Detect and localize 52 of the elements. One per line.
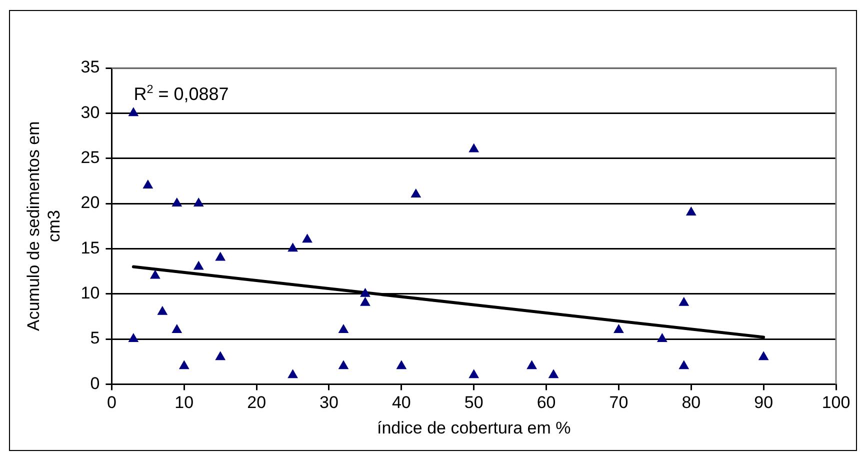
point — [302, 234, 312, 243]
point — [288, 370, 298, 378]
point — [469, 370, 479, 378]
y-tick-label: 0 — [90, 374, 100, 393]
point — [548, 370, 558, 378]
point — [614, 324, 624, 333]
point — [679, 297, 689, 306]
y-tick-label: 20 — [80, 193, 100, 212]
x-tick-label: 90 — [754, 393, 774, 412]
point — [172, 198, 182, 207]
point — [657, 334, 667, 342]
x-tick-label: 0 — [106, 393, 116, 412]
point — [411, 188, 421, 198]
point — [172, 324, 182, 333]
x-axis-title: índice de cobertura em % — [376, 418, 571, 438]
point — [150, 270, 160, 279]
x-tick-label: 100 — [822, 393, 850, 412]
point — [179, 360, 189, 370]
point — [158, 306, 168, 315]
y-tick-label: 30 — [80, 102, 100, 122]
y-tick-label: 10 — [80, 284, 100, 303]
point — [216, 252, 226, 261]
x-tick-label: 70 — [609, 393, 628, 412]
point — [469, 144, 479, 152]
point — [526, 360, 537, 370]
point — [360, 297, 370, 306]
point — [360, 288, 370, 297]
point — [338, 360, 348, 370]
point — [128, 108, 138, 116]
x-tick-label: 20 — [247, 393, 266, 412]
point — [396, 360, 406, 370]
x-tick-label: 10 — [174, 393, 194, 412]
x-tick-label: 30 — [320, 393, 338, 412]
x-tick-label: 60 — [536, 393, 556, 412]
x-tick-label: 40 — [392, 393, 411, 412]
point — [194, 198, 204, 207]
point — [128, 334, 138, 342]
point — [216, 352, 226, 360]
y-tick-label: 25 — [80, 148, 100, 168]
point — [338, 324, 348, 333]
point — [194, 261, 204, 270]
point — [143, 180, 153, 188]
y-tick-label: 15 — [80, 238, 100, 258]
y-tick-label: 5 — [90, 328, 100, 348]
x-tick-label: 50 — [464, 393, 484, 412]
point — [679, 360, 689, 370]
point — [686, 207, 696, 216]
y-tick-label: 35 — [80, 58, 100, 77]
y-axis-title: Acumulo de sedimentos em cm3 — [24, 121, 64, 331]
x-tick-label: 80 — [682, 393, 701, 412]
point — [758, 352, 768, 360]
point — [288, 243, 298, 252]
